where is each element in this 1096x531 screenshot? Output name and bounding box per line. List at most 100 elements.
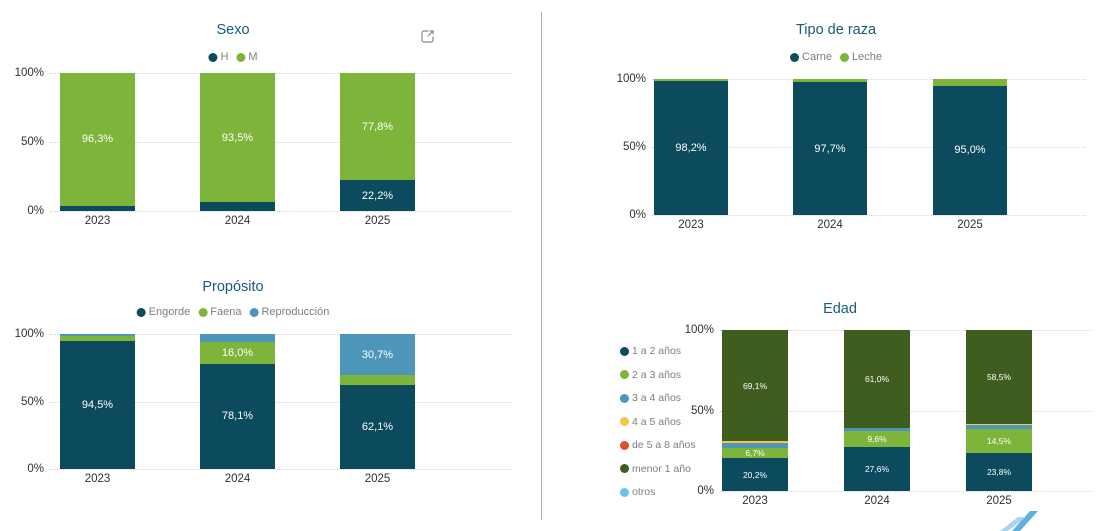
legend-dot-icon (236, 52, 246, 62)
bar-2024: 97,7% (793, 79, 867, 215)
panel-divider (541, 12, 542, 520)
y-axis-tick: 0% (697, 485, 714, 497)
legend-item-faena[interactable]: Faena (198, 306, 241, 318)
bar-segment-engorde[interactable] (60, 341, 135, 469)
x-axis-label: 2023 (742, 495, 768, 507)
bar-segment-h[interactable] (60, 205, 135, 211)
legend-item-engorde[interactable]: Engorde (136, 306, 190, 318)
legend-item-label: de 5 a 8 años (632, 439, 696, 451)
legend-proposito: Engorde Faena Reproducción (136, 306, 329, 318)
legend-dot-icon (620, 393, 629, 403)
bar-value-label: 94,5% (81, 399, 114, 412)
bar-segment-h[interactable] (200, 202, 275, 211)
x-axis-label: 2024 (224, 473, 251, 485)
bar-value-label: 58,5% (986, 372, 1012, 383)
bar-segment-1-a-2-años[interactable] (966, 452, 1032, 491)
bar-segment-faena[interactable] (60, 336, 135, 342)
bar-segment-engorde[interactable] (340, 385, 415, 469)
legend-item-de-5-a-8-años[interactable]: de 5 a 8 años (620, 439, 696, 451)
bar-segment-leche[interactable] (933, 79, 1007, 86)
bar-value-label: 61,0% (864, 374, 890, 385)
bar-segment-h[interactable] (340, 180, 415, 211)
bar-segment-engorde[interactable] (200, 363, 275, 469)
popout-icon[interactable] (419, 28, 436, 45)
legend-item-reproducción[interactable]: Reproducción (249, 306, 329, 318)
bar-segment-1-a-2-años[interactable] (844, 446, 910, 491)
legend-item-leche[interactable]: Leche (839, 51, 882, 63)
y-axis-tick: 100% (14, 328, 44, 340)
legend-item-2-a-3-años[interactable]: 2 a 3 años (620, 369, 696, 381)
bar-segment-faena[interactable] (200, 341, 275, 364)
bar-segment-carne[interactable] (654, 81, 728, 215)
legend-dot-icon (620, 464, 629, 473)
legend-item-label: menor 1 año (632, 462, 691, 475)
gridline (50, 402, 512, 403)
x-axis-label: 2023 (678, 219, 704, 231)
x-axis-label: 2024 (864, 495, 890, 507)
bar-segment-3-a-4-años[interactable] (844, 428, 910, 432)
legend-item-1-a-2-años[interactable]: 1 a 2 años (620, 345, 696, 357)
bar-value-label: 6,7% (745, 448, 765, 459)
bar-segment-reproducción[interactable] (200, 334, 275, 342)
bar-segment-3-a-4-años[interactable] (966, 425, 1032, 430)
gridline (652, 147, 1086, 148)
legend-item-otros[interactable]: otros (620, 486, 696, 498)
bar-segment-4-a-5-años[interactable] (966, 424, 1032, 426)
legend-item-4-a-5-años[interactable]: 4 a 5 años (620, 416, 696, 428)
bar-value-label: 22,2% (361, 189, 394, 202)
bar-segment-m[interactable] (340, 73, 415, 181)
legend-item-label: Leche (851, 51, 882, 63)
bar-segment-1-a-2-años[interactable] (722, 458, 788, 491)
legend-item-label: 1 a 2 años (632, 345, 682, 357)
legend-edad: 1 a 2 años 2 a 3 años 3 a 4 años 4 a 5 años… (620, 345, 696, 498)
legend-item-3-a-4-años[interactable]: 3 a 4 años (620, 392, 696, 404)
bar-segment-2-a-3-años[interactable] (844, 431, 910, 447)
bar-segment-menor-1-año[interactable] (966, 330, 1032, 425)
legend-item-label: M (248, 51, 258, 63)
bar-segment-carne[interactable] (793, 82, 867, 215)
y-axis-tick: 50% (20, 396, 44, 408)
bar-segment-m[interactable] (60, 73, 135, 206)
bar-segment-m[interactable] (200, 73, 275, 203)
legend-item-m[interactable]: M (236, 51, 258, 63)
legend-dot-icon (620, 487, 629, 497)
bar-segment-menor-1-año[interactable] (722, 330, 788, 442)
x-axis-label: 2025 (986, 495, 1012, 507)
x-axis-label: 2024 (224, 215, 251, 227)
legend-item-label: Faena (210, 306, 242, 318)
y-axis-tick: 0% (27, 463, 44, 475)
legend-item-h[interactable]: H (208, 51, 228, 63)
bar-value-label: 98,2% (675, 142, 707, 155)
legend-item-label: Carne (802, 51, 832, 63)
x-axis-label: 2025 (957, 219, 983, 231)
bar-value-label: 30,7% (361, 348, 394, 361)
bar-segment-reproducción[interactable] (60, 334, 135, 337)
legend-item-carne[interactable]: Carne (790, 51, 832, 63)
legend-item-menor-1-año[interactable]: menor 1 año (620, 463, 696, 475)
bar-segment-leche[interactable] (654, 79, 728, 82)
bar-value-label: 95,0% (954, 144, 986, 157)
legend-item-label: Reproducción (261, 306, 330, 318)
gridline (652, 215, 1086, 216)
legend-dot-icon (620, 417, 629, 426)
bar-2025: 62,1% 30,7% (340, 334, 415, 469)
gridline (50, 211, 512, 212)
bar-segment-3-a-4-años[interactable] (722, 443, 788, 448)
legend-dot-icon (198, 307, 208, 317)
bar-value-label: 78,1% (221, 410, 254, 423)
bar-segment-menor-1-año[interactable] (844, 330, 910, 429)
legend-dot-icon (839, 52, 849, 62)
bar-segment-faena[interactable] (340, 375, 415, 386)
bar-segment-2-a-3-años[interactable] (722, 447, 788, 459)
chart-title-edad: Edad (823, 301, 857, 317)
bar-segment-2-a-3-años[interactable] (966, 429, 1032, 453)
bar-segment-leche[interactable] (793, 79, 867, 83)
gridline (50, 142, 512, 143)
bar-segment-4-a-5-años[interactable] (722, 441, 788, 444)
bar-segment-reproducción[interactable] (340, 334, 415, 376)
bar-value-label: 27,6% (864, 463, 890, 474)
bar-segment-carne[interactable] (933, 85, 1007, 215)
gridline (50, 469, 512, 470)
